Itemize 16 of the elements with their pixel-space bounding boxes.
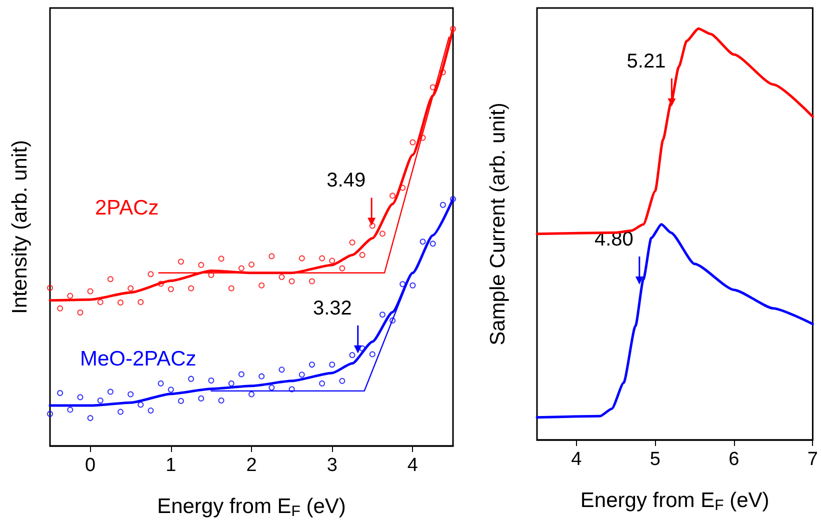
x-tick-label: 0 xyxy=(85,455,96,476)
series-label: MeO-2PACz xyxy=(80,347,196,370)
x-tick-label: 3 xyxy=(326,455,338,476)
x-tick-label: 1 xyxy=(166,455,176,476)
annotation: 5.21 xyxy=(626,50,666,72)
x-tick-label: 7 xyxy=(807,449,818,470)
x-tick-label: 6 xyxy=(728,449,740,470)
y-axis-title: Intensity (arb. unit) xyxy=(8,140,32,314)
x-tick-label: 2 xyxy=(246,455,257,476)
annotation: 3.49 xyxy=(326,170,366,192)
x-tick-label: 5 xyxy=(650,449,660,470)
x-tick-label: 4 xyxy=(407,455,418,476)
annotation: 3.32 xyxy=(312,297,352,320)
x-tick-label: 4 xyxy=(571,449,582,470)
y-axis-title: Sample Current (arb. unit) xyxy=(486,102,510,346)
text: 2PACz xyxy=(95,196,159,220)
